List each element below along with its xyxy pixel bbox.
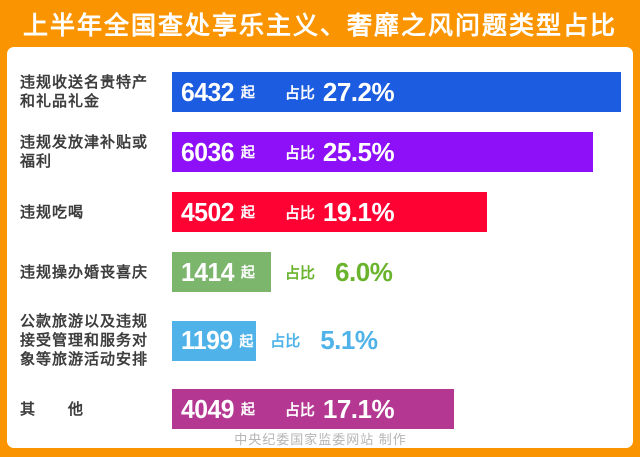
page-title: 上半年全国查处享乐主义、奢靡之风问题类型占比: [22, 11, 617, 40]
chart-row: 违规操办婚丧喜庆 1414 起 占比 6.0%: [20, 252, 621, 292]
credit-text: 中央纪委国家监委网站 制作: [234, 432, 407, 447]
bar-track: 4049 起 占比 17.1%: [172, 389, 621, 429]
bar-track: 1414 起 占比 6.0%: [172, 252, 621, 292]
count-value: 1414: [181, 256, 235, 287]
category-label: 违规发放津补贴或 福利: [20, 133, 172, 171]
category-label: 公款旅游以及违规 接受管理和服务对 象等旅游活动安排: [20, 312, 172, 369]
ratio-label: 占比: [284, 204, 315, 222]
bar-segment: 1414 起: [172, 252, 272, 292]
count-unit: 起: [240, 84, 255, 100]
category-label-line: 接受管理和服务对: [20, 332, 149, 349]
chart-row: 违规发放津补贴或 福利 6036 起 占比 25.5%: [20, 132, 621, 172]
pct-value: 25.5%: [322, 136, 395, 167]
count-value: 4049: [181, 393, 235, 424]
pct-value: 19.1%: [322, 196, 395, 227]
count-value: 6432: [181, 76, 235, 107]
title-bar: 上半年全国查处享乐主义、奢靡之风问题类型占比: [7, 0, 633, 47]
category-label-line: 象等旅游活动安排: [20, 351, 149, 368]
count-unit: 起: [240, 264, 255, 280]
category-label-line: 和礼品礼金: [20, 93, 101, 110]
category-label-line: 违规发放津补贴或: [20, 134, 149, 151]
ratio-outside: 占比 5.1%: [270, 325, 378, 356]
ratio-label: 占比: [270, 333, 301, 350]
ratio-outside: 占比 6.0%: [285, 256, 393, 288]
category-label-line: 违规吃喝: [20, 203, 85, 221]
chart-row: 公款旅游以及违规 接受管理和服务对 象等旅游活动安排 1199 起占比 5.1%: [20, 312, 621, 369]
bar-segment: 4502 起 占比 19.1%: [172, 192, 488, 232]
ratio-label: 占比: [284, 144, 315, 162]
category-label: 违规吃喝: [20, 203, 172, 222]
count-unit: 起: [240, 401, 255, 417]
category-label-line: 福利: [20, 153, 53, 170]
pct-value: 5.1%: [320, 325, 378, 355]
chart-panel: 违规收送名贵特产 和礼品礼金 6432 起占比 27.2% 违规发放津补贴或 福利 6036 起…: [7, 47, 633, 448]
chart-row: 其 他 4049 起 占比 17.1%: [20, 389, 621, 429]
bar-track: 1199 起占比 5.1%: [172, 320, 621, 361]
category-label-line: 公款旅游以及违规: [20, 313, 149, 330]
ratio-label: 占比: [284, 401, 315, 419]
category-label-line: 违规收送名贵特产: [20, 74, 149, 91]
count-value: 6036: [181, 136, 235, 167]
count-unit: 起: [240, 144, 255, 160]
category-label: 违规操办婚丧喜庆: [20, 263, 172, 282]
ratio-label: 占比: [284, 84, 315, 102]
pct-value: 6.0%: [335, 256, 393, 287]
chart-row: 违规收送名贵特产 和礼品礼金 6432 起 占比 27.2%: [20, 72, 621, 112]
bar-segment: 1199 起: [172, 320, 257, 361]
bar-track: 6036 起 占比 25.5%: [172, 132, 621, 172]
category-label-line: 其 他: [20, 400, 85, 418]
pct-value: 17.1%: [322, 393, 395, 424]
pct-value: 27.2%: [322, 76, 395, 107]
category-label-line: 违规操办婚丧喜庆: [20, 263, 149, 281]
category-label: 其 他: [20, 400, 172, 419]
bar-segment: 6036 起 占比 25.5%: [172, 132, 593, 172]
bar-track: 4502 起 占比 19.1%: [172, 192, 621, 232]
bar-chart: 违规收送名贵特产 和礼品礼金 6432 起占比 27.2% 违规发放津补贴或 福利 6036 起…: [20, 72, 621, 429]
bar-segment: 6432 起 占比 27.2%: [172, 72, 621, 112]
count-unit: 起: [240, 204, 255, 220]
count-unit: 起: [239, 332, 254, 349]
count-value: 1199: [181, 325, 233, 355]
bar-track: 6432 起 占比 27.2%: [172, 72, 621, 112]
count-value: 4502: [181, 196, 235, 227]
category-label: 违规收送名贵特产 和礼品礼金: [20, 73, 172, 111]
ratio-label: 占比: [285, 264, 316, 282]
bar-segment: 4049 起 占比 17.1%: [172, 389, 455, 429]
chart-row: 违规吃喝 4502 起 占比 19.1%: [20, 192, 621, 232]
